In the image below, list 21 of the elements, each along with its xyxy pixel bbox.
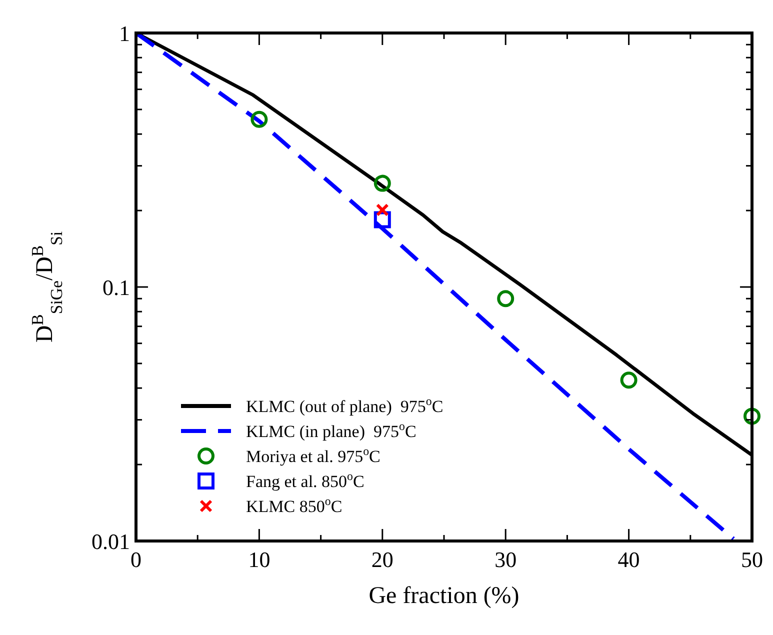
x-axis-title: Ge fraction (%) bbox=[368, 583, 520, 609]
x-tick-label: 40 bbox=[618, 547, 640, 572]
legend-label: Fang et al. 850$^{o}$C bbox=[246, 469, 364, 491]
x-tick-label: 10 bbox=[248, 547, 270, 572]
point bbox=[497, 290, 514, 308]
point bbox=[250, 110, 268, 128]
point bbox=[374, 174, 391, 192]
x-tick-label: 30 bbox=[494, 547, 517, 572]
x-tick-label: 0 bbox=[130, 547, 142, 572]
legend-label: KLMC (out of plane) 975$^{o}$C bbox=[246, 394, 444, 416]
point bbox=[620, 372, 638, 389]
legend-label: Moriya et al. 975$^{o}$C bbox=[246, 444, 380, 466]
x-tick-label: 20 bbox=[371, 547, 394, 572]
y-tick-label: 1 bbox=[119, 21, 130, 46]
legend-label: KLMC (in plane) 975$^{o}$C bbox=[246, 419, 416, 441]
legend-label: KLMC 850$^{o}$C bbox=[246, 494, 342, 516]
x-tick-label: 50 bbox=[741, 547, 763, 572]
y-tick-label: 0.01 bbox=[92, 529, 130, 554]
y-tick-label: 0.1 bbox=[102, 275, 130, 300]
point bbox=[744, 408, 760, 425]
point bbox=[376, 203, 389, 216]
